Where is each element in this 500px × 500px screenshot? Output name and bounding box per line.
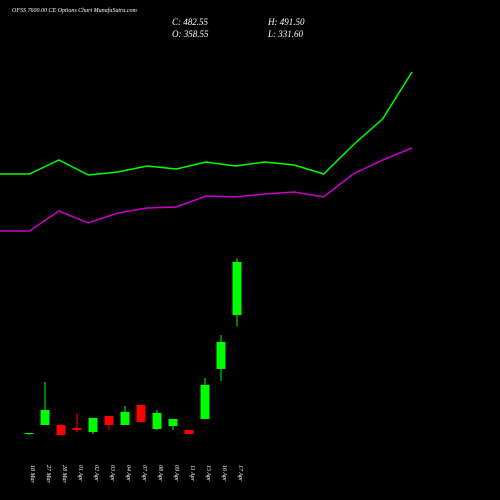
- ohlc-label: H: 491.50: [267, 17, 305, 27]
- candle-body: [152, 412, 162, 429]
- candle-body: [168, 418, 178, 426]
- x-tick-label: 15 Apr: [205, 465, 211, 482]
- x-tick-label: 03 Apr: [109, 465, 115, 482]
- line-series: [0, 71, 413, 176]
- x-tick-label: 04 Apr: [125, 465, 132, 482]
- candle-body: [88, 417, 98, 433]
- candle-body: [24, 432, 34, 434]
- x-tick-label: 01 Apr: [77, 465, 83, 482]
- candle-body: [56, 425, 66, 435]
- ohlc-label: L: 331.60: [267, 29, 304, 39]
- x-tick-label: 07 Apr: [141, 465, 147, 482]
- x-tick-label: 27 Mar: [45, 465, 51, 483]
- x-tick-label: 02 Apr: [93, 465, 99, 482]
- x-tick-label: 17 Apr: [237, 465, 243, 482]
- x-tick-label: 28 Mar: [61, 465, 67, 483]
- line-series: [0, 147, 413, 232]
- candle-body: [120, 411, 130, 425]
- candle-body: [200, 385, 210, 419]
- candle-body: [104, 415, 114, 425]
- x-tick-label: 08 Apr: [157, 465, 163, 482]
- candle-body: [136, 405, 146, 422]
- candle-body: [184, 430, 194, 434]
- candle-body: [72, 427, 82, 430]
- x-tick-label: 16 Apr: [221, 465, 227, 482]
- x-tick-label: 18 Mar: [29, 465, 35, 483]
- candle-body: [232, 261, 242, 315]
- candle-body: [216, 341, 226, 369]
- x-tick-label: 11 Apr: [189, 465, 195, 482]
- candle-body: [40, 410, 50, 425]
- ohlc-label: C: 482.55: [172, 17, 209, 27]
- x-tick-label: 09 Apr: [173, 465, 179, 482]
- ohlc-label: O: 358.55: [172, 29, 209, 39]
- chart-title: OFSS 7600.00 CE Options Chart MunafaSutr…: [12, 7, 138, 14]
